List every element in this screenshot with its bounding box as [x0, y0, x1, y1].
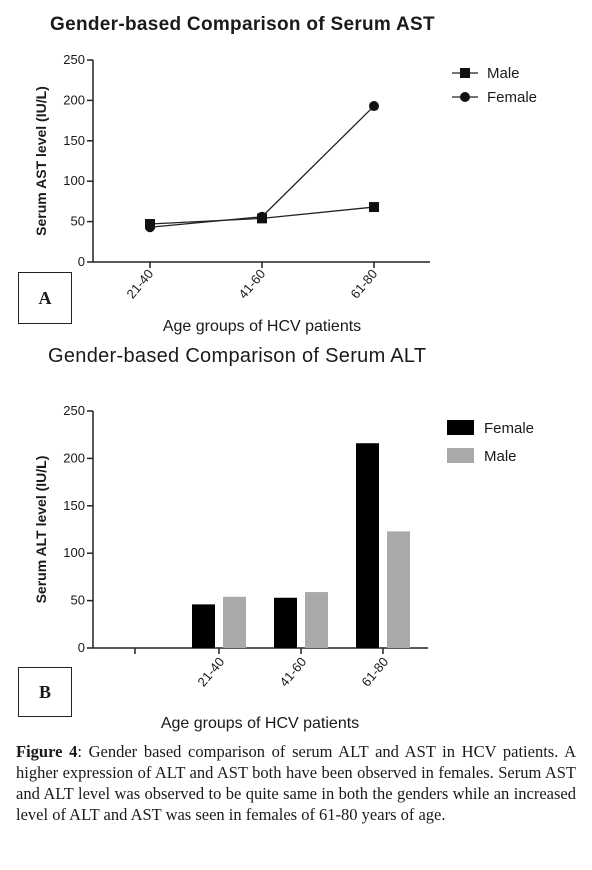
alt-y-tick-label: 100: [63, 545, 85, 560]
ast-point-female: [145, 222, 155, 233]
ast-point-male: [369, 202, 379, 213]
ast-y-tick-label: 100: [63, 173, 85, 188]
alt-legend-label-female: Female: [484, 420, 534, 437]
ast-chart-title: Gender-based Comparison of Serum AST: [50, 14, 435, 35]
alt-chart-panel: Gender-based Comparison of Serum ALT 0 50…: [0, 345, 592, 740]
alt-legend-swatch-male: [447, 448, 474, 463]
alt-x-axis-title: Age groups of HCV patients: [161, 715, 359, 732]
alt-chart-title: Gender-based Comparison of Serum ALT: [48, 345, 427, 367]
ast-y-tick-label: 250: [63, 52, 85, 67]
alt-bar-female: [274, 597, 297, 648]
ast-y-tick-label: 50: [71, 214, 85, 229]
alt-y-tick-label: 50: [71, 593, 85, 608]
figure-caption-text: : Gender based comparison of serum ALT a…: [16, 742, 576, 824]
ast-y-tick-label: 0: [78, 254, 85, 269]
ast-point-female: [369, 101, 379, 112]
alt-bar-male: [387, 531, 410, 648]
ast-x-axis-title: Age groups of HCV patients: [163, 318, 361, 335]
ast-point-female: [257, 211, 267, 222]
alt-legend-swatch-female: [447, 420, 474, 435]
alt-x-tick-label: 61-80: [358, 654, 391, 689]
alt-legend-label-male: Male: [484, 448, 517, 465]
alt-x-tick-label: 21-40: [194, 654, 227, 689]
ast-x-tick-label: 41-60: [235, 266, 268, 301]
ast-legend-marker: [460, 68, 470, 78]
ast-legend-marker: [460, 92, 470, 102]
alt-bar-female: [356, 443, 379, 648]
alt-bar-male: [305, 592, 328, 648]
alt-panel-letter: B: [18, 667, 72, 717]
alt-y-tick-label: 200: [63, 450, 85, 465]
ast-legend-label-male: Male: [487, 65, 520, 82]
ast-x-tick-label: 21-40: [123, 266, 156, 301]
alt-y-axis-title: Serum ALT level (IU/L): [33, 456, 49, 604]
ast-y-axis-title: Serum AST level (IU/L): [33, 86, 49, 236]
ast-y-tick-label: 150: [63, 133, 85, 148]
alt-y-tick-label: 250: [63, 403, 85, 418]
ast-legend-label-female: Female: [487, 89, 537, 106]
ast-chart-panel: Gender-based Comparison of Serum AST 0 50…: [0, 0, 592, 345]
figure-caption-label: Figure 4: [16, 742, 78, 761]
ast-x-tick-label: 61-80: [347, 266, 380, 301]
ast-series-line-female: [149, 105, 375, 228]
alt-bar-female: [192, 604, 215, 648]
figure-caption: Figure 4: Gender based comparison of ser…: [16, 741, 576, 825]
alt-x-tick-label: 41-60: [276, 654, 309, 689]
alt-bar-male: [223, 596, 246, 648]
ast-y-tick-label: 200: [63, 92, 85, 107]
alt-bar-chart: 0 50 100 150 200 250 21-40 41-60 61-80 Serum ALT …: [33, 403, 534, 732]
ast-line-chart: 0 50 100 150 200 250 21-40 41-60 61-80 Serum AST …: [33, 52, 537, 335]
ast-panel-letter: A: [18, 272, 72, 324]
alt-y-tick-label: 150: [63, 498, 85, 513]
alt-y-tick-label: 0: [78, 640, 85, 655]
